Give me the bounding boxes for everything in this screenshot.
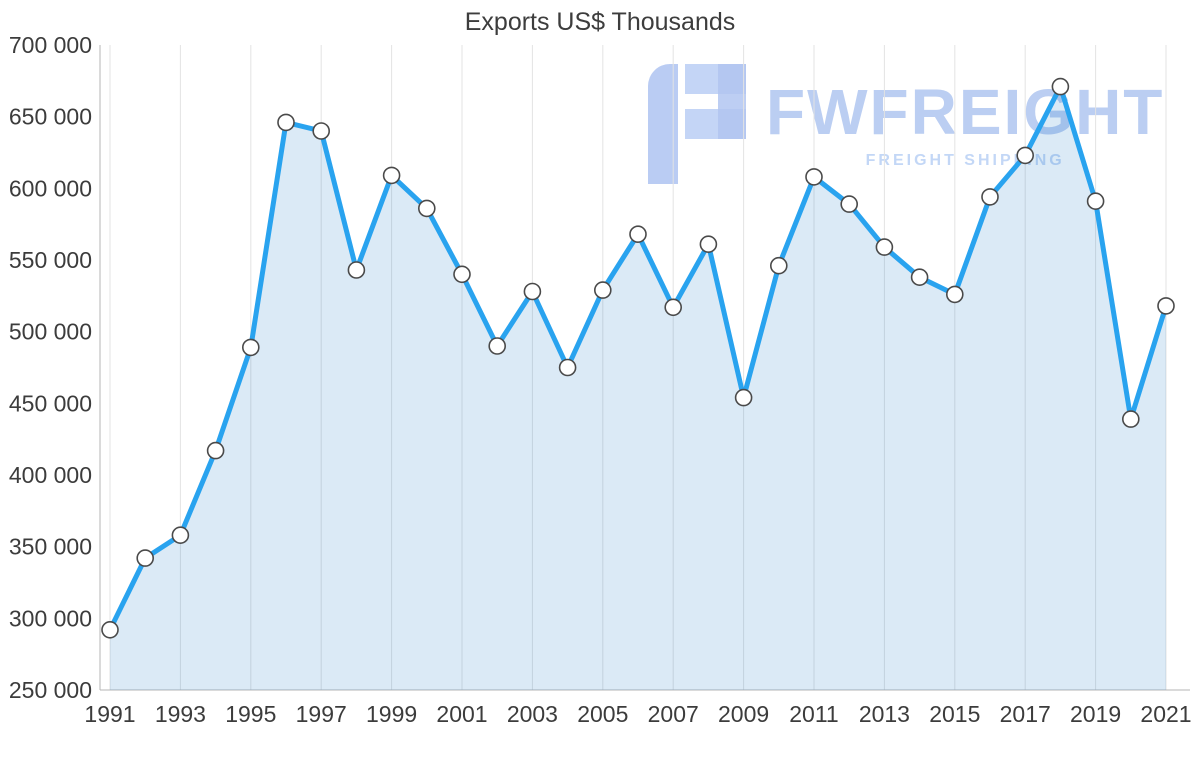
y-axis-label: 500 000: [9, 319, 92, 345]
x-axis-label: 2013: [859, 701, 910, 727]
data-point-1999: [382, 166, 401, 185]
data-point-1992: [136, 549, 154, 567]
series-area-fill: [110, 86, 1166, 691]
data-point-2009: [734, 388, 753, 407]
data-point-2013: [875, 238, 894, 256]
data-point-1998: [347, 261, 366, 279]
x-axis-label: 1993: [155, 701, 206, 727]
data-point-2019: [1086, 192, 1105, 210]
x-axis-label: 2007: [648, 701, 699, 727]
y-axis-label: 700 000: [9, 32, 92, 58]
data-point-2007: [664, 298, 683, 317]
data-point-2017: [1016, 146, 1034, 165]
data-point-1993: [171, 526, 190, 545]
data-point-2000: [417, 199, 436, 218]
data-point-2005: [593, 281, 612, 299]
x-axis-label: 2001: [436, 701, 487, 727]
data-point-1995: [242, 338, 260, 357]
y-axis-label: 550 000: [9, 247, 92, 273]
data-point-1996: [277, 113, 295, 132]
x-axis-label: 2003: [507, 701, 558, 727]
y-axis-label: 250 000: [9, 677, 92, 703]
y-axis-label: 650 000: [9, 104, 92, 130]
data-point-2016: [981, 188, 999, 206]
x-axis-label: 2015: [929, 701, 980, 727]
x-axis-label: 1995: [225, 701, 276, 727]
x-axis-label: 1999: [366, 701, 417, 727]
x-axis-label: 2019: [1070, 701, 1121, 727]
x-axis-label: 2011: [789, 701, 838, 727]
data-point-1991: [101, 620, 119, 639]
data-point-2003: [523, 282, 542, 301]
data-point-2010: [769, 256, 788, 275]
data-point-1997: [312, 122, 331, 140]
x-axis-label: 2005: [577, 701, 628, 727]
chart-title: Exports US$ Thousands: [464, 8, 736, 36]
x-axis-label: 2017: [1000, 701, 1051, 727]
y-axis-label: 600 000: [9, 175, 92, 201]
y-axis-label: 350 000: [9, 534, 92, 560]
y-axis-label: 450 000: [9, 390, 92, 416]
data-point-1994: [206, 441, 225, 460]
data-point-2011: [805, 168, 823, 186]
data-point-2006: [629, 225, 647, 243]
data-point-2004: [558, 358, 577, 377]
x-axis-label: 1997: [296, 701, 347, 727]
data-point-2008: [699, 235, 718, 253]
x-axis-label: 2021: [1140, 701, 1191, 727]
data-point-2015: [945, 285, 964, 304]
data-point-2021: [1157, 297, 1175, 315]
data-point-2002: [488, 337, 507, 355]
x-axis-label: 1991: [84, 701, 135, 727]
y-axis-label: 400 000: [9, 462, 92, 488]
data-point-2012: [840, 195, 859, 213]
data-point-2020: [1122, 410, 1140, 428]
y-axis-label: 300 000: [9, 605, 92, 631]
data-point-2018: [1051, 77, 1070, 96]
data-point-2014: [910, 268, 929, 287]
data-point-2001: [453, 265, 471, 284]
x-axis-label: 2009: [718, 701, 769, 727]
